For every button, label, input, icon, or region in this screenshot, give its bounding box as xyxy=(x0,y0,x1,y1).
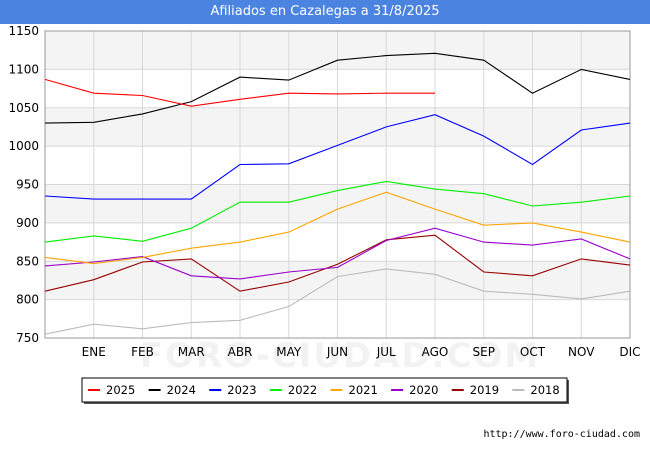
legend-box xyxy=(81,377,568,403)
y-tick-label: 900 xyxy=(16,216,39,230)
x-tick-label: OCT xyxy=(520,345,546,359)
legend-label-2025: 2025 xyxy=(106,383,135,397)
y-tick-label: 1150 xyxy=(8,24,39,38)
series-line-2024 xyxy=(44,52,631,124)
x-tick-label: SEP xyxy=(473,345,495,359)
series-line-2023 xyxy=(44,114,631,200)
x-tick-label: ABR xyxy=(228,345,253,359)
line-chart: FORO-CIUDAD.COM 750 800 850 900 950 1000 1050 1… xyxy=(8,24,641,404)
y-tick-label: 800 xyxy=(16,293,39,307)
series-line-2025 xyxy=(44,78,435,107)
legend-label-2018: 2018 xyxy=(530,383,559,397)
legend-label-2024: 2024 xyxy=(167,383,196,397)
series-line-2019 xyxy=(44,234,631,292)
x-tick-label: DIC xyxy=(619,345,640,359)
x-tick-label: JUN xyxy=(326,345,348,359)
y-tick-label: 750 xyxy=(16,331,39,345)
x-tick-label: AGO xyxy=(422,345,449,359)
x-tick-label: MAY xyxy=(276,345,302,359)
x-tick-label: MAR xyxy=(178,345,205,359)
chart-area: FORO-CIUDAD.COM 750 800 850 900 950 1000 1050 1… xyxy=(0,24,650,450)
watermark: FORO-CIUDAD.COM xyxy=(140,336,541,376)
legend-label-2023: 2023 xyxy=(227,383,256,397)
plot-border xyxy=(44,30,631,339)
series-line-2021 xyxy=(44,191,631,265)
y-tick-label: 1050 xyxy=(8,101,39,115)
x-tick-label: NOV xyxy=(568,345,595,359)
legend-label-2022: 2022 xyxy=(288,383,317,397)
series-line-2022 xyxy=(44,180,631,243)
legend-label-2021: 2021 xyxy=(349,383,378,397)
y-tick-label: 850 xyxy=(16,254,39,268)
x-tick-label: ENE xyxy=(82,345,106,359)
chart-title: Afiliados en Cazalegas a 31/8/2025 xyxy=(0,0,650,24)
series-line-2018 xyxy=(44,268,631,335)
y-tick-label: 1000 xyxy=(8,139,39,153)
x-tick-label: JUL xyxy=(376,345,396,359)
legend-label-2020: 2020 xyxy=(409,383,438,397)
series-line-2020 xyxy=(44,227,631,280)
y-tick-label: 1100 xyxy=(8,62,39,76)
legend-label-2019: 2019 xyxy=(470,383,499,397)
y-tick-label: 950 xyxy=(16,178,39,192)
x-tick-label: FEB xyxy=(131,345,154,359)
source-url: http://www.foro-ciudad.com xyxy=(483,429,640,440)
